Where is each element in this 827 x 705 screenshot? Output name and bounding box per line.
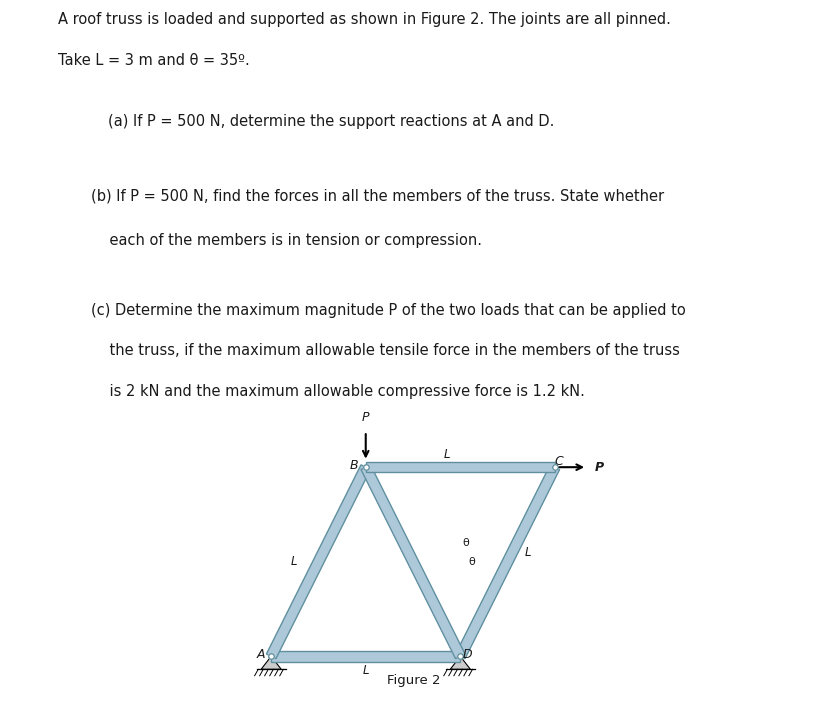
Text: θ: θ (462, 538, 470, 548)
Text: the truss, if the maximum allowable tensile force in the members of the truss: the truss, if the maximum allowable tens… (91, 343, 680, 358)
Text: L: L (290, 556, 297, 568)
Text: (b) If P = 500 N, find the forces in all the members of the truss. State whether: (b) If P = 500 N, find the forces in all… (91, 188, 664, 203)
Polygon shape (271, 651, 461, 661)
Text: P: P (595, 460, 604, 474)
Text: Take L = 3 m and θ = 35º.: Take L = 3 m and θ = 35º. (58, 53, 250, 68)
Text: L: L (525, 546, 532, 559)
Text: C: C (554, 455, 563, 468)
Text: θ: θ (468, 557, 475, 567)
Polygon shape (366, 462, 555, 472)
Text: (a) If P = 500 N, determine the support reactions at A and D.: (a) If P = 500 N, determine the support … (108, 114, 554, 130)
Text: each of the members is in tension or compression.: each of the members is in tension or com… (91, 233, 482, 248)
Text: D: D (463, 648, 473, 661)
Text: L: L (362, 664, 369, 677)
Text: A roof truss is loaded and supported as shown in Figure 2. The joints are all pi: A roof truss is loaded and supported as … (58, 12, 671, 27)
Text: L: L (444, 448, 451, 461)
Polygon shape (261, 656, 281, 669)
Polygon shape (456, 465, 560, 658)
Text: B: B (350, 459, 359, 472)
Text: Figure 2: Figure 2 (387, 675, 440, 687)
Text: P: P (362, 411, 370, 424)
Polygon shape (450, 656, 471, 669)
Polygon shape (361, 465, 465, 658)
Polygon shape (266, 465, 370, 658)
Text: is 2 kN and the maximum allowable compressive force is 1.2 kN.: is 2 kN and the maximum allowable compre… (91, 384, 585, 399)
Text: (c) Determine the maximum magnitude P of the two loads that can be applied to: (c) Determine the maximum magnitude P of… (91, 302, 686, 317)
Text: A: A (256, 648, 265, 661)
